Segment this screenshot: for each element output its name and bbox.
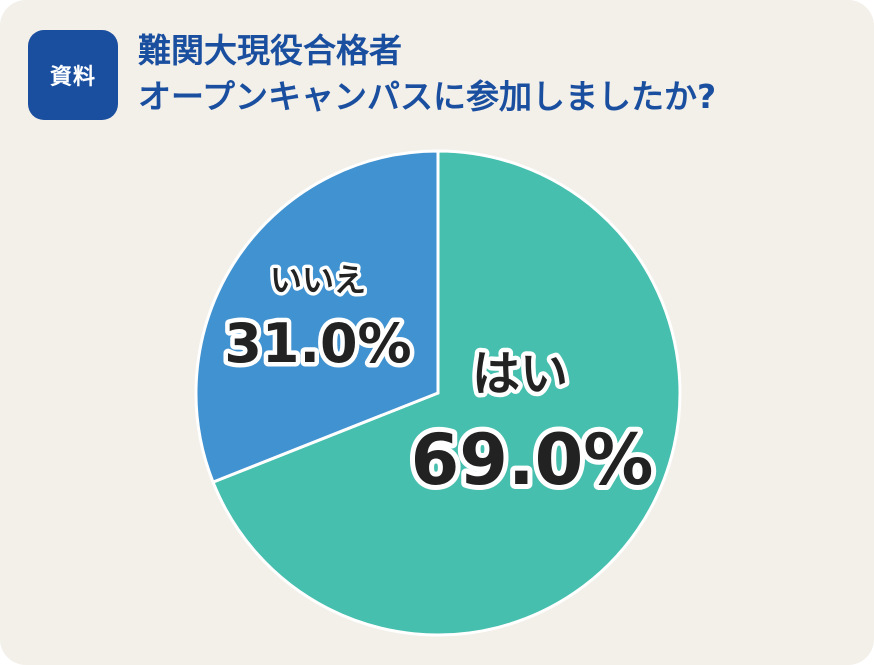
title-line-2: オープンキャンパスに参加しましたか?	[138, 77, 717, 116]
pie-slice-yes	[211, 149, 682, 637]
slice-label-no: いいえ	[270, 261, 366, 299]
slice-value-yes: 69.0%	[411, 419, 654, 501]
document-badge: 資料	[28, 30, 118, 120]
pie-slice-no	[194, 149, 440, 485]
slice-value-no: 31.0%	[224, 312, 411, 375]
slice-label-yes: はい	[472, 346, 568, 402]
chart-title: 難関大現役合格者 オープンキャンパスに参加しましたか?	[138, 28, 716, 120]
title-line-1: 難関大現役合格者	[138, 31, 402, 70]
